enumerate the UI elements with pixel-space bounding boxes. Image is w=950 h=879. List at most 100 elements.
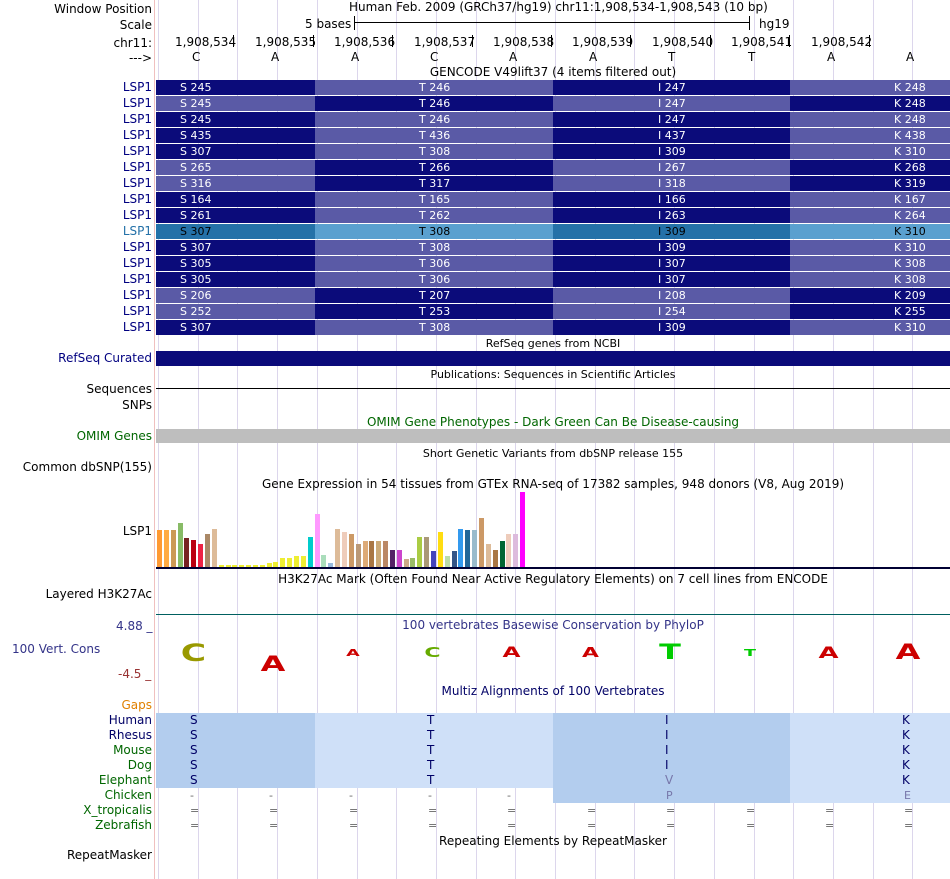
- codon-segment[interactable]: I 307: [553, 272, 790, 287]
- alignment-codon[interactable]: [315, 773, 553, 788]
- gencode-gene-label[interactable]: LSP1: [122, 240, 152, 254]
- codon-segment[interactable]: T 317: [315, 176, 553, 191]
- gtex-tissue-bar[interactable]: [246, 565, 252, 567]
- gtex-tissue-bar[interactable]: [362, 541, 368, 567]
- gencode-gene-label[interactable]: LSP1: [122, 304, 152, 318]
- codon-segment[interactable]: I 247: [553, 80, 790, 95]
- gtex-tissue-bar[interactable]: [383, 541, 388, 567]
- codon-segment[interactable]: I 309: [553, 144, 790, 159]
- gtex-tissue-bar[interactable]: [472, 530, 478, 567]
- codon-segment[interactable]: T 246: [315, 112, 553, 127]
- codon-segment[interactable]: T 246: [315, 96, 553, 111]
- codon-segment[interactable]: K 167: [790, 192, 950, 207]
- codon-segment[interactable]: I 309: [553, 320, 790, 335]
- gtex-tissue-bar[interactable]: [499, 541, 505, 567]
- gtex-tissue-bar[interactable]: [191, 540, 197, 567]
- gtex-tissue-bar[interactable]: [431, 551, 436, 567]
- gencode-transcript-row[interactable]: S 245 T 246 I 247 K 248: [156, 96, 950, 111]
- gencode-gene-label[interactable]: LSP1: [122, 80, 152, 94]
- alignment-codon[interactable]: [156, 773, 315, 788]
- gencode-gene-label[interactable]: LSP1: [122, 96, 152, 110]
- species-label[interactable]: Elephant: [98, 773, 152, 787]
- codon-segment[interactable]: K 255: [790, 304, 950, 319]
- codon-segment[interactable]: K 248: [790, 112, 950, 127]
- codon-segment[interactable]: S 245: [156, 112, 315, 127]
- gtex-tissue-bar[interactable]: [348, 534, 354, 567]
- codon-segment[interactable]: T 306: [315, 256, 553, 271]
- refseq-label[interactable]: RefSeq Curated: [58, 351, 152, 365]
- gtex-tissue-bar[interactable]: [458, 529, 464, 567]
- codon-segment[interactable]: K 308: [790, 272, 950, 287]
- gencode-gene-label[interactable]: LSP1: [122, 320, 152, 334]
- codon-segment[interactable]: T 306: [315, 272, 553, 287]
- gtex-tissue-bar[interactable]: [417, 537, 423, 567]
- species-label[interactable]: Chicken: [104, 788, 152, 802]
- gencode-transcript-row[interactable]: S 305 T 306 I 307 K 308: [156, 272, 950, 287]
- alignment-codon[interactable]: [553, 758, 790, 773]
- gtex-tissue-bar[interactable]: [259, 565, 265, 567]
- species-label[interactable]: Rhesus: [108, 728, 152, 742]
- gencode-transcript-row[interactable]: S 307 T 308 I 309 K 310: [156, 240, 950, 255]
- codon-segment[interactable]: T 308: [315, 240, 553, 255]
- alignment-codon[interactable]: [553, 788, 790, 803]
- codon-segment[interactable]: T 308: [315, 320, 553, 335]
- codon-segment[interactable]: I 309: [553, 240, 790, 255]
- codon-segment[interactable]: T 266: [315, 160, 553, 175]
- gencode-gene-label[interactable]: LSP1: [122, 144, 152, 158]
- codon-segment[interactable]: I 309: [553, 224, 790, 239]
- codon-segment[interactable]: I 263: [553, 208, 790, 223]
- gtex-tissue-bar[interactable]: [218, 565, 224, 567]
- gtex-tissue-bar[interactable]: [513, 534, 519, 567]
- gtex-tissue-bar[interactable]: [300, 556, 306, 567]
- gencode-gene-label[interactable]: LSP1: [122, 224, 152, 238]
- gencode-transcript-row[interactable]: S 307 T 308 I 309 K 310: [156, 144, 950, 159]
- multiz-track-title[interactable]: Multiz Alignments of 100 Vertebrates: [441, 684, 665, 698]
- codon-segment[interactable]: S 305: [156, 256, 315, 271]
- codon-segment[interactable]: I 166: [553, 192, 790, 207]
- codon-segment[interactable]: T 207: [315, 288, 553, 303]
- gencode-gene-label[interactable]: LSP1: [122, 288, 152, 302]
- repeatmasker-label[interactable]: RepeatMasker: [66, 848, 152, 862]
- alignment-codon[interactable]: [156, 758, 315, 773]
- publications-track-title[interactable]: Publications: Sequences in Scientific Ar…: [430, 368, 676, 381]
- gtex-tissue-bar[interactable]: [157, 530, 162, 567]
- alignment-codon[interactable]: [790, 773, 950, 788]
- gtex-tissue-bar[interactable]: [492, 550, 498, 567]
- gencode-transcript-row[interactable]: S 265 T 266 I 267 K 268: [156, 160, 950, 175]
- gtex-tissue-bar[interactable]: [369, 541, 375, 567]
- gencode-transcript-row[interactable]: S 316 T 317 I 318 K 319: [156, 176, 950, 191]
- alignment-codon[interactable]: [553, 713, 790, 728]
- gtex-tissue-bar[interactable]: [341, 532, 347, 567]
- gencode-gene-label[interactable]: LSP1: [122, 160, 152, 174]
- gencode-transcript-row[interactable]: S 252 T 253 I 254 K 255: [156, 304, 950, 319]
- codon-segment[interactable]: T 308: [315, 224, 553, 239]
- gtex-tissue-bar[interactable]: [266, 563, 272, 567]
- alignment-codon[interactable]: [790, 728, 950, 743]
- codon-segment[interactable]: I 267: [553, 160, 790, 175]
- species-label[interactable]: Zebrafish: [95, 818, 152, 832]
- gtex-tissue-bar[interactable]: [232, 565, 238, 567]
- gtex-tissue-bar[interactable]: [520, 492, 525, 567]
- codon-segment[interactable]: K 310: [790, 240, 950, 255]
- codon-segment[interactable]: T 262: [315, 208, 553, 223]
- gtex-tissue-bar[interactable]: [355, 544, 361, 567]
- gencode-transcript-row[interactable]: S 206 T 207 I 208 K 209: [156, 288, 950, 303]
- h3k27ac-label[interactable]: Layered H3K27Ac: [45, 587, 152, 601]
- codon-segment[interactable]: S 307: [156, 240, 315, 255]
- gtex-tissue-bar[interactable]: [198, 544, 204, 567]
- gtex-tissue-bar[interactable]: [478, 518, 484, 567]
- gtex-tissue-bar[interactable]: [335, 529, 341, 567]
- omim-gene-bar[interactable]: [156, 429, 950, 443]
- alignment-codon[interactable]: [315, 713, 553, 728]
- gtex-tissue-bar[interactable]: [485, 544, 491, 567]
- codon-segment[interactable]: K 310: [790, 144, 950, 159]
- alignment-codon[interactable]: [156, 713, 315, 728]
- gencode-transcript-row[interactable]: S 435 T 436 I 437 K 438: [156, 128, 950, 143]
- codon-segment[interactable]: T 246: [315, 80, 553, 95]
- codon-segment[interactable]: S 245: [156, 80, 315, 95]
- gtex-tissue-bar[interactable]: [204, 534, 210, 567]
- gtex-tissue-bar[interactable]: [506, 534, 512, 567]
- gtex-tissue-bar[interactable]: [444, 556, 450, 567]
- gencode-track-title[interactable]: GENCODE V49lift37 (4 items filtered out): [429, 65, 677, 79]
- alignment-codon[interactable]: [315, 743, 553, 758]
